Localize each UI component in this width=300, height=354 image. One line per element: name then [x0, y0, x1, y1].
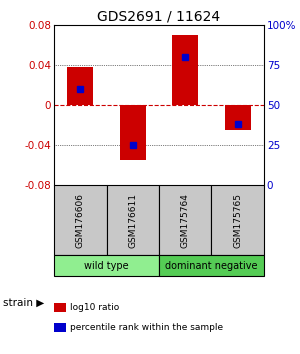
Bar [67, 67, 93, 105]
Bar [54, 185, 106, 255]
Text: GSM176611: GSM176611 [128, 193, 137, 247]
Text: wild type: wild type [84, 261, 129, 271]
Bar [106, 185, 159, 255]
Text: log10 ratio: log10 ratio [70, 303, 120, 313]
Bar [212, 185, 264, 255]
Bar [120, 105, 146, 160]
Text: GSM175764: GSM175764 [181, 193, 190, 247]
Bar [54, 255, 159, 276]
Text: dominant negative: dominant negative [165, 261, 258, 271]
Bar [172, 35, 198, 105]
Text: strain ▶: strain ▶ [3, 298, 44, 308]
Bar [159, 185, 211, 255]
Title: GDS2691 / 11624: GDS2691 / 11624 [98, 10, 220, 24]
Text: GSM176606: GSM176606 [76, 193, 85, 247]
Text: GSM175765: GSM175765 [233, 193, 242, 247]
Text: percentile rank within the sample: percentile rank within the sample [70, 323, 224, 332]
Bar [159, 255, 264, 276]
Bar [225, 105, 251, 130]
